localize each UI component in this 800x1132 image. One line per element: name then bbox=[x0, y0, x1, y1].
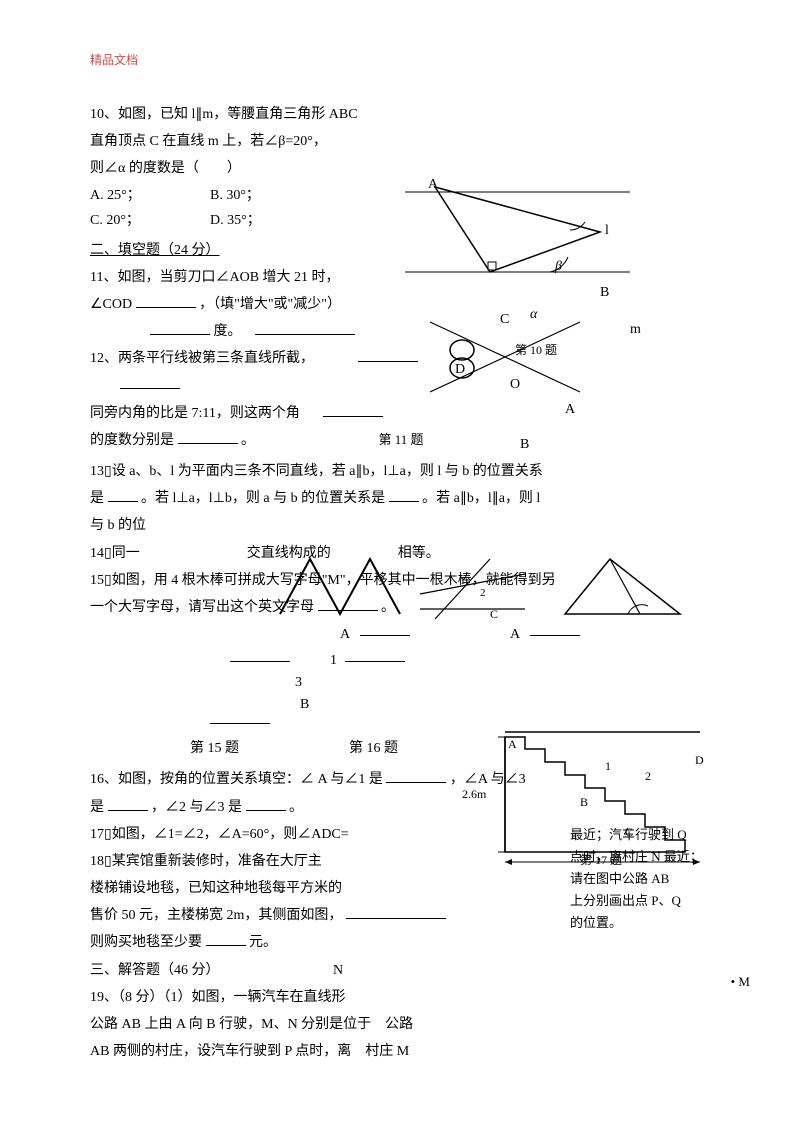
q19-line2: 公路 AB 上由 A 向 B 行驶，M、N 分别是位于 公路 bbox=[90, 1012, 710, 1037]
q11-du: 度。 bbox=[214, 324, 242, 339]
figure-stairs: 2.6m A 1 2 D B C 第 17 题 bbox=[470, 722, 730, 882]
q13-p3: 。若 a∥b，l∥a，则 l bbox=[422, 491, 540, 506]
stairs-1: 1 bbox=[605, 756, 611, 778]
blank bbox=[108, 797, 148, 811]
q16-p1: 16、如图，按角的位置关系填空：∠ A 与∠1 是 bbox=[90, 772, 383, 787]
fig11-O: O bbox=[510, 372, 520, 397]
blank bbox=[389, 488, 419, 502]
fig11-C: C bbox=[500, 307, 509, 332]
q10-optA: A. 25°； bbox=[90, 183, 170, 208]
blank bbox=[358, 348, 418, 362]
svg-text:2: 2 bbox=[480, 587, 486, 599]
blank bbox=[323, 403, 383, 417]
q11-pre: ∠COD bbox=[90, 297, 132, 312]
blank bbox=[345, 648, 405, 662]
q12-line3: 的度数分别是 。 第 11 题 bbox=[90, 428, 710, 453]
letter-row-13: 1 bbox=[90, 648, 710, 670]
fig10-A: A bbox=[428, 172, 438, 197]
lbl-B: B bbox=[300, 692, 309, 717]
rb-l4: 上分别画出点 P、Q bbox=[570, 890, 710, 912]
q10-optD: D. 35°； bbox=[210, 208, 290, 233]
blank bbox=[178, 430, 238, 444]
q12-line1: 12、两条平行线被第三条直线所截， bbox=[90, 346, 710, 371]
q19-line1: 19、（8 分）（1）如图，一辆汽车在直线形 bbox=[90, 985, 710, 1010]
q10-line2: 直角顶点 C 在直线 m 上，若∠β=20°， bbox=[90, 129, 710, 154]
rb-l5: 的位置。 bbox=[570, 912, 710, 934]
letter-row-3: 3 bbox=[90, 670, 710, 692]
q12-l2: 同旁内角的比是 7:11，则这两个角 bbox=[90, 406, 300, 421]
blank bbox=[210, 710, 270, 724]
q17-text: 17▯如图，∠1=∠2，∠A=60°，则∠ADC= bbox=[90, 827, 349, 842]
blank bbox=[120, 375, 180, 389]
q12-l3e: 。 bbox=[241, 433, 255, 448]
fig11-A: A bbox=[565, 397, 575, 422]
q12-l1: 12、两条平行线被第三条直线所截， bbox=[90, 351, 314, 366]
q16-l2p: 是 bbox=[90, 800, 104, 815]
fig10-beta: β bbox=[555, 254, 562, 279]
q16-l2m: ，∠2 与∠3 是 bbox=[151, 800, 242, 815]
blank bbox=[386, 769, 446, 783]
q10-line1: 10、如图，已知 l∥m，等腰直角三角形 ABC bbox=[90, 102, 710, 127]
figure-q11: C D O A B 第 10 题 bbox=[410, 302, 610, 432]
doc-header: 精品文档 bbox=[90, 50, 710, 72]
fig10-l: l bbox=[605, 218, 609, 243]
q13-line2: 是 。若 l⊥a，l⊥b，则 a 与 b 的位置关系是 。若 a∥b，l∥a，则… bbox=[90, 486, 710, 511]
q10-optC: C. 20°； bbox=[90, 208, 170, 233]
blank bbox=[360, 622, 410, 636]
figure-triangle-small bbox=[560, 554, 690, 624]
blank bbox=[206, 932, 246, 946]
lbl-A1: A bbox=[340, 622, 350, 647]
q12-line2: 同旁内角的比是 7:11，则这两个角 bbox=[90, 401, 710, 426]
q13-p2: 。若 l⊥a，l⊥b，则 a 与 b 的位置关系是 bbox=[141, 491, 385, 506]
q13-p1: 是 bbox=[90, 491, 104, 506]
stairs-A: A bbox=[508, 734, 517, 756]
svg-text:1: 1 bbox=[460, 575, 466, 587]
dot-m-label: • M bbox=[731, 970, 750, 993]
caption16: 第 16 题 bbox=[349, 736, 398, 761]
section3-title: 三、解答题（46 分） N bbox=[90, 958, 710, 983]
stairs-B: B bbox=[580, 792, 588, 814]
q13-line1: 13▯设 a、b、l 为平面内三条不同直线，若 a∥b，l⊥a，则 l 与 b … bbox=[90, 459, 710, 484]
caption17: 第 17 题 bbox=[580, 850, 622, 872]
caption15: 第 15 题 bbox=[190, 736, 239, 761]
letter-row-B: B bbox=[90, 692, 710, 732]
fig11-D: D bbox=[455, 357, 465, 382]
stairs-C: C bbox=[625, 822, 633, 844]
q18-line4: 则购买地毯至少要 元。 bbox=[90, 930, 710, 955]
letter-row-A: A A bbox=[90, 622, 710, 648]
blank bbox=[255, 321, 355, 335]
q16-l2e: 。 bbox=[289, 800, 303, 815]
q11-post: ，（填"增大"或"减少"） bbox=[199, 297, 341, 312]
blank bbox=[136, 294, 196, 308]
q13-line3: 与 b 的位 bbox=[90, 513, 710, 538]
q18-l4e: 元。 bbox=[249, 935, 277, 950]
stairs-D: D bbox=[695, 750, 704, 772]
blank bbox=[530, 622, 580, 636]
n-label: N bbox=[333, 963, 343, 978]
q10-optB: B. 30°； bbox=[210, 183, 290, 208]
sec3: 三、解答题（46 分） bbox=[90, 963, 220, 978]
blank bbox=[230, 648, 290, 662]
fig11-B: B bbox=[520, 432, 529, 457]
blank bbox=[246, 797, 286, 811]
q18-l4p: 则购买地毯至少要 bbox=[90, 935, 202, 950]
fig11-caption: 第 11 题 bbox=[379, 432, 424, 447]
fig10-caption: 第 10 题 bbox=[515, 340, 557, 362]
page-content: A l β B α m C D O A B 第 10 题 10、如图，已知 l∥… bbox=[90, 102, 710, 1065]
q12-l3p: 的度数分别是 bbox=[90, 433, 174, 448]
lbl-A2: A bbox=[510, 622, 520, 647]
stairs-h: 2.6m bbox=[462, 784, 486, 806]
blank bbox=[150, 321, 210, 335]
blank bbox=[346, 905, 446, 919]
q19-line3: AB 两侧的村庄，设汽车行驶到 P 点时，离 村庄 M bbox=[90, 1039, 710, 1064]
q18-l3: 售价 50 元，主楼梯宽 2m，其侧面如图， bbox=[90, 908, 342, 923]
q14-p: 14▯同一 bbox=[90, 546, 140, 561]
figure-q10: A l β B α m bbox=[400, 172, 650, 292]
stairs-2: 2 bbox=[645, 766, 651, 788]
figure-m-letter: 1 2 C bbox=[270, 554, 530, 624]
blank bbox=[108, 488, 138, 502]
fig10-m: m bbox=[630, 317, 641, 342]
